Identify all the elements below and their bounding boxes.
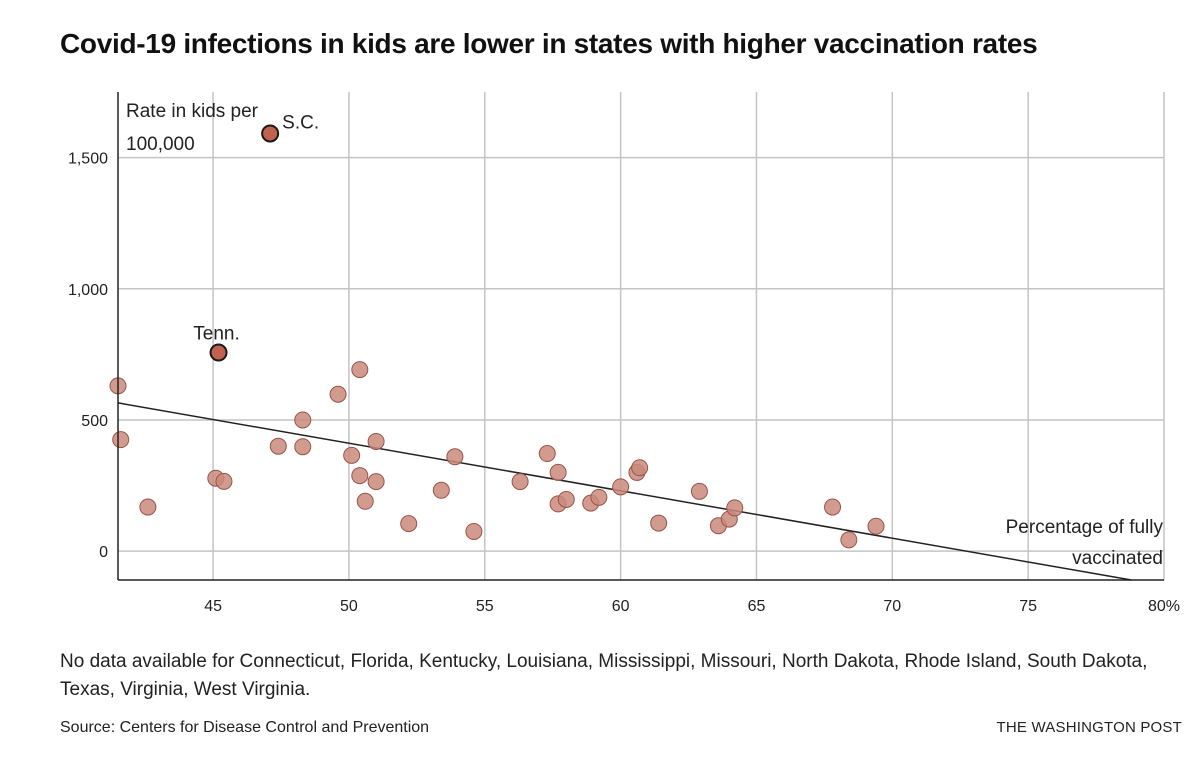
chart-title: Covid-19 infections in kids are lower in… xyxy=(60,28,1038,59)
data-points xyxy=(109,361,885,549)
x-tick-label: 80% xyxy=(1148,598,1180,615)
data-point xyxy=(294,438,312,456)
data-point xyxy=(549,463,567,481)
data-point xyxy=(538,445,556,463)
highlighted-point xyxy=(261,124,280,143)
data-point xyxy=(867,517,885,535)
source-credit: Source: Centers for Disease Control and … xyxy=(60,719,430,736)
data-point xyxy=(215,472,233,490)
y-axis-label-line: Rate in kids per xyxy=(126,101,259,122)
publisher-credit: THE WASHINGTON POST xyxy=(996,719,1182,736)
axis-labels: 45 50 55 60 65 70 75 80% 0 500 1,000 1,500 Rate in k… xyxy=(68,101,1180,615)
data-point xyxy=(511,473,529,491)
y-tick-label: 1,500 xyxy=(68,151,108,168)
highlighted-points: S.C. Tenn. xyxy=(193,112,319,362)
y-tick-label: 0 xyxy=(99,544,108,561)
x-tick-label: 55 xyxy=(476,598,494,615)
x-tick-label: 60 xyxy=(612,598,630,615)
data-point xyxy=(726,499,744,517)
point-label: S.C. xyxy=(282,112,319,133)
data-point xyxy=(351,361,369,379)
data-point xyxy=(432,481,450,499)
x-tick-label: 50 xyxy=(340,598,358,615)
data-point xyxy=(294,411,312,429)
y-tick-label: 1,000 xyxy=(68,282,108,299)
x-tick-label: 70 xyxy=(883,598,901,615)
data-point xyxy=(400,515,418,533)
x-tick-label: 75 xyxy=(1019,598,1037,615)
y-axis-label-line: 100,000 xyxy=(126,134,195,155)
y-tick-label: 500 xyxy=(81,413,108,430)
data-point xyxy=(329,385,347,403)
y-axis-label: Rate in kids per 100,000 xyxy=(126,101,259,155)
data-point xyxy=(139,498,157,516)
x-tick-label: 45 xyxy=(204,598,222,615)
missing-data-note: No data available for Connecticut, Flori… xyxy=(60,651,1148,700)
data-point xyxy=(351,467,369,485)
data-point xyxy=(367,473,385,491)
data-point xyxy=(690,482,708,500)
data-point xyxy=(269,437,287,455)
data-point xyxy=(840,531,858,549)
point-label: Tenn. xyxy=(193,324,239,345)
data-point xyxy=(631,459,649,477)
data-point xyxy=(112,431,130,449)
data-point xyxy=(356,492,374,510)
data-point xyxy=(465,522,483,540)
data-point xyxy=(612,478,630,496)
data-point xyxy=(343,446,361,464)
x-axis-label: Percentage of fully vaccinated xyxy=(1006,517,1164,569)
data-point xyxy=(824,498,842,516)
x-axis-label-line: vaccinated xyxy=(1072,548,1163,569)
gridlines xyxy=(118,92,1165,580)
data-point xyxy=(650,514,668,532)
scatter-chart: S.C. Tenn. 45 50 55 60 65 70 75 80% 0 500 1,000 1,50… xyxy=(68,92,1180,615)
data-point xyxy=(557,490,575,508)
data-point xyxy=(590,488,608,506)
data-point xyxy=(367,432,385,450)
axes xyxy=(117,92,1164,581)
highlighted-point xyxy=(209,343,228,362)
x-tick-label: 65 xyxy=(748,598,766,615)
data-point xyxy=(446,448,464,466)
x-axis-label-line: Percentage of fully xyxy=(1006,517,1164,538)
